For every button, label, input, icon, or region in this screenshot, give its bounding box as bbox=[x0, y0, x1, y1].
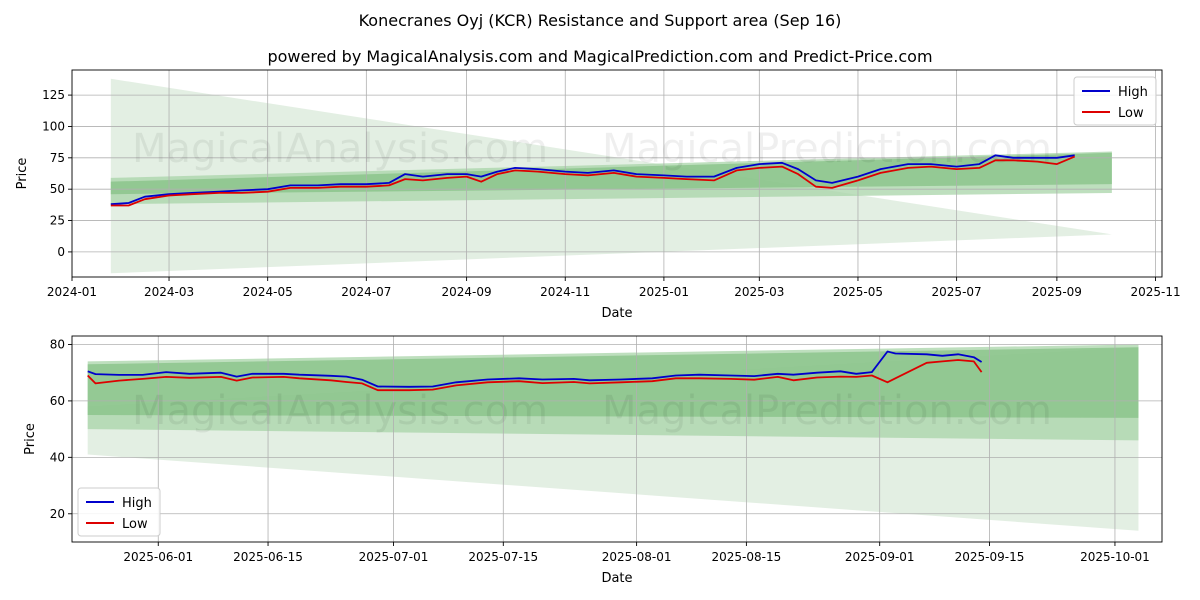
series-line-high bbox=[110, 154, 1075, 206]
x-tick-label: 2024-05 bbox=[243, 285, 293, 299]
x-axis-label: Date bbox=[601, 571, 632, 586]
x-tick-label: 2025-05 bbox=[833, 285, 883, 299]
x-tick-label: 2024-01 bbox=[47, 285, 97, 299]
x-tick-label: 2025-06-15 bbox=[233, 550, 303, 564]
chart-title: Konecranes Oyj (KCR) Resistance and Supp… bbox=[359, 11, 842, 30]
y-tick-label: 40 bbox=[50, 450, 65, 464]
x-tick-label: 2025-07 bbox=[932, 285, 982, 299]
y-tick-label: 60 bbox=[50, 394, 65, 408]
series-line-low bbox=[87, 359, 983, 392]
y-tick-label: 20 bbox=[50, 507, 65, 521]
x-tick-label: 2024-11 bbox=[540, 285, 590, 299]
x-tick-label: 2025-09 bbox=[1032, 285, 1082, 299]
y-axis-label: Price bbox=[15, 158, 30, 190]
y-tick-label: 25 bbox=[50, 214, 65, 228]
bottom-panel: MagicalAnalysis.com MagicalPrediction.com… bbox=[23, 335, 1163, 586]
y-tick-label: 80 bbox=[50, 337, 65, 351]
legend: High Low bbox=[77, 487, 161, 537]
y-tick-label: 50 bbox=[50, 182, 65, 196]
y-tick-label: 100 bbox=[42, 119, 65, 133]
y-tick-label: 0 bbox=[57, 245, 65, 259]
y-tick-label: 75 bbox=[50, 151, 65, 165]
legend-label-low: Low bbox=[122, 517, 148, 532]
y-axis-label: Price bbox=[23, 423, 38, 455]
legend: High Low bbox=[1073, 76, 1157, 126]
x-tick-label: 2025-08-01 bbox=[602, 550, 672, 564]
x-tick-label: 2025-06-01 bbox=[123, 550, 193, 564]
watermark-text: MagicalPrediction.com bbox=[602, 388, 1052, 434]
plot-area: MagicalAnalysis.com MagicalPrediction.com bbox=[72, 70, 1162, 277]
legend-label-low: Low bbox=[1118, 106, 1144, 121]
x-tick-label: 2025-11 bbox=[1130, 285, 1180, 299]
watermark-text: MagicalAnalysis.com bbox=[132, 126, 548, 172]
x-axis-label: Date bbox=[601, 306, 632, 321]
x-tick-label: 2025-01 bbox=[639, 285, 689, 299]
x-tick-label: 2024-09 bbox=[442, 285, 492, 299]
series-line-high bbox=[87, 350, 983, 388]
axes-frame bbox=[71, 335, 1163, 543]
x-tick-label: 2025-08-15 bbox=[712, 550, 782, 564]
x-tick-label: 2025-07-01 bbox=[359, 550, 429, 564]
x-tick-label: 2025-03 bbox=[734, 285, 784, 299]
x-tick-label: 2025-09-15 bbox=[955, 550, 1025, 564]
series-line-low bbox=[110, 155, 1076, 207]
axes-frame bbox=[71, 69, 1163, 278]
x-tick-label: 2025-10-01 bbox=[1080, 550, 1150, 564]
y-tick-label: 125 bbox=[42, 88, 65, 102]
plot-area: MagicalAnalysis.com MagicalPrediction.com bbox=[72, 336, 1162, 542]
x-tick-label: 2024-03 bbox=[144, 285, 194, 299]
legend-label-high: High bbox=[122, 496, 152, 511]
top-panel: MagicalAnalysis.com MagicalPrediction.com… bbox=[15, 69, 1181, 321]
chart-subtitle: powered by MagicalAnalysis.com and Magic… bbox=[267, 47, 932, 66]
watermark-text: MagicalAnalysis.com bbox=[132, 388, 548, 434]
x-tick-label: 2025-09-01 bbox=[845, 550, 915, 564]
x-tick-label: 2024-07 bbox=[341, 285, 391, 299]
x-tick-label: 2025-07-15 bbox=[468, 550, 538, 564]
legend-label-high: High bbox=[1118, 85, 1148, 100]
